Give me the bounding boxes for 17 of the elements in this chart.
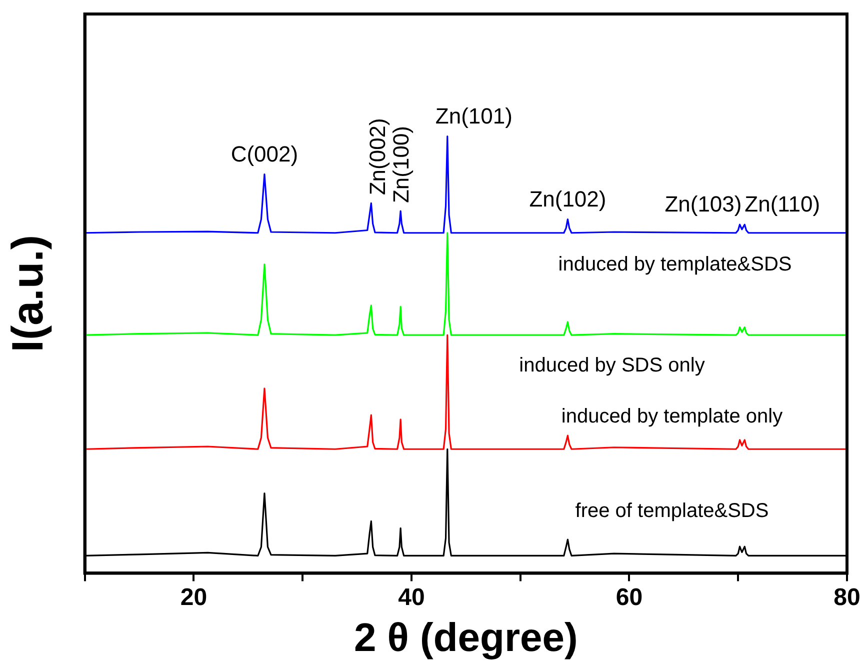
series-label: induced by template&SDS [558, 253, 792, 276]
annotation: Zn(100) [388, 126, 414, 204]
annotation: Zn(103) [664, 192, 742, 217]
annotation: Zn(101) [435, 103, 512, 128]
series-label: induced by template only [561, 406, 783, 428]
x-tick-label: 40 [398, 584, 425, 612]
series-label: free of template&SDS [575, 500, 769, 522]
annotation: Zn(110) [744, 192, 820, 217]
x-axis-title: 2 θ (degree) [354, 616, 578, 660]
x-tick-label: 20 [180, 584, 208, 612]
x-tick-label: 60 [616, 584, 643, 612]
x-tick-label: 80 [834, 584, 860, 612]
y-axis-title: I(a.u.) [4, 234, 53, 352]
annotation: C(002) [230, 141, 298, 166]
annotation: Zn(102) [529, 186, 606, 212]
annotation: Zn(002) [365, 118, 390, 196]
series-label: induced by SDS only [519, 354, 705, 377]
